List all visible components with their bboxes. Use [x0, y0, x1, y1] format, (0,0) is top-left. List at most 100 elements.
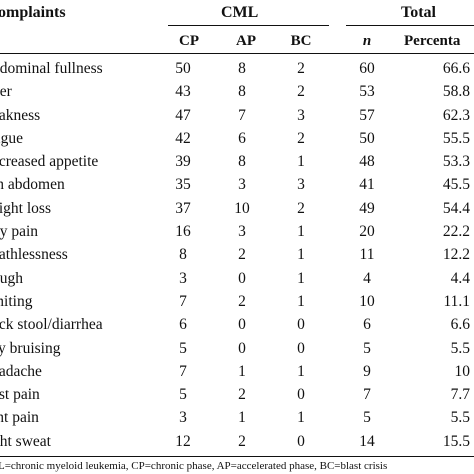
cell-pct: 62.3: [442, 106, 470, 124]
table-row: tigue 42 6 2 50 55.5: [0, 127, 474, 150]
cell-name: ecreased appetite: [0, 153, 99, 171]
cell-n: 10: [359, 292, 375, 310]
cell-cp: 6: [179, 316, 187, 334]
cell-cp: 3: [179, 269, 187, 287]
cell-name: eight loss: [0, 199, 51, 217]
table-row: ecreased appetite 39 8 1 48 53.3: [0, 150, 474, 173]
cell-ap: 8: [238, 83, 246, 101]
cell-n: 48: [359, 153, 375, 171]
cell-n: 5: [363, 339, 371, 357]
cell-name: ver: [0, 83, 12, 101]
table-row: int pain 3 1 1 5 5.5: [0, 406, 474, 429]
cell-bc: 1: [297, 269, 305, 287]
cell-ap: 0: [238, 316, 246, 334]
cell-name: int pain: [0, 409, 39, 427]
cell-name: ack stool/diarrhea: [0, 316, 103, 334]
cell-bc: 0: [297, 386, 305, 404]
cell-cp: 7: [179, 292, 187, 310]
cell-pct: 54.4: [442, 199, 470, 217]
cell-n: 53: [359, 83, 375, 101]
cell-cp: 8: [179, 246, 187, 264]
cell-n: 14: [359, 432, 375, 450]
header-bottom-rule: [0, 53, 474, 54]
cell-name: in abdomen: [0, 176, 65, 194]
subheader-bc: BC: [290, 33, 312, 49]
cell-name: miting: [0, 292, 33, 310]
subheader-percentage: Percenta: [404, 33, 461, 49]
cell-n: 60: [359, 60, 375, 77]
cell-pct: 11.1: [443, 292, 470, 310]
cell-cp: 3: [179, 409, 187, 427]
cell-bc: 1: [297, 409, 305, 427]
cell-cp: 50: [175, 60, 191, 77]
cell-ap: 3: [238, 223, 246, 241]
cell-name: sy bruising: [0, 339, 61, 357]
cell-bc: 1: [297, 223, 305, 241]
cell-pct: 5.5: [450, 409, 470, 427]
table-row: dy pain 16 3 1 20 22.2: [0, 220, 474, 243]
cell-name: eakness: [0, 106, 41, 124]
subheader-ap: AP: [236, 33, 256, 49]
header-total: Total: [401, 4, 436, 21]
table-bottom-rule: [0, 456, 474, 457]
cell-cp: 37: [175, 199, 191, 217]
cell-name: ght sweat: [0, 432, 51, 450]
table-row: odominal fullness 50 8 2 60 66.6: [0, 57, 474, 80]
cell-n: 4: [363, 269, 371, 287]
cell-pct: 53.3: [442, 153, 470, 171]
table-row: sy bruising 5 0 0 5 5.5: [0, 337, 474, 360]
cell-n: 7: [363, 386, 371, 404]
table-row: ack stool/diarrhea 6 0 0 6 6.6: [0, 313, 474, 336]
cell-bc: 3: [297, 106, 305, 124]
cell-cp: 12: [175, 432, 191, 450]
total-group-rule: [346, 25, 474, 26]
cell-n: 50: [359, 129, 375, 147]
cell-ap: 6: [238, 129, 246, 147]
cell-cp: 35: [175, 176, 191, 194]
cell-ap: 1: [238, 362, 246, 380]
cell-ap: 2: [238, 292, 246, 310]
cell-ap: 2: [238, 432, 246, 450]
table-row: miting 7 2 1 10 11.1: [0, 290, 474, 313]
cell-bc: 2: [297, 129, 305, 147]
table-row: ght sweat 12 2 0 14 15.5: [0, 430, 474, 453]
cell-n: 20: [359, 223, 375, 241]
cell-n: 9: [363, 362, 371, 380]
cell-ap: 8: [238, 60, 246, 77]
cell-pct: 58.8: [442, 83, 470, 101]
cell-pct: 7.7: [450, 386, 470, 404]
cell-cp: 39: [175, 153, 191, 171]
table-row: in abdomen 35 3 3 41 45.5: [0, 173, 474, 196]
cell-ap: 0: [238, 269, 246, 287]
cell-bc: 3: [297, 176, 305, 194]
cell-pct: 10: [454, 362, 471, 380]
table-row: eadache 7 1 1 9 10: [0, 360, 474, 383]
cell-n: 6: [363, 316, 371, 334]
table-row: eight loss 37 10 2 49 54.4: [0, 197, 474, 220]
table-row: eathlessness8211112.2: [0, 243, 474, 266]
cell-n: 49: [359, 199, 375, 217]
cell-bc: 0: [297, 339, 305, 357]
cell-pct: 12.2: [442, 246, 470, 264]
footnote: L=chronic myeloid leukemia, CP=chronic p…: [0, 460, 388, 472]
table-row: ough 3 0 1 4 4.4: [0, 267, 474, 290]
cell-bc: 1: [297, 292, 305, 310]
cell-cp: 5: [179, 386, 187, 404]
cell-pct: 45.5: [442, 176, 470, 194]
cell-cp: 42: [175, 129, 191, 147]
cell-ap: 1: [238, 409, 246, 427]
cell-bc: 0: [297, 432, 305, 450]
cell-bc: 2: [297, 83, 305, 101]
cell-bc: 1: [297, 362, 305, 380]
cell-name: eathlessness: [0, 246, 68, 264]
cell-cp: 7: [179, 362, 187, 380]
cell-pct: 66.6: [442, 60, 470, 77]
table-body: odominal fullness50826066.6ver43825358.8…: [0, 57, 474, 453]
cell-cp: 47: [175, 106, 191, 124]
table-row: eakness 47 7 3 57 62.3: [0, 104, 474, 127]
cell-pct: 6.6: [450, 316, 470, 334]
cell-n: 5: [363, 409, 371, 427]
cell-bc: 0: [297, 316, 305, 334]
cell-cp: 16: [175, 223, 191, 241]
